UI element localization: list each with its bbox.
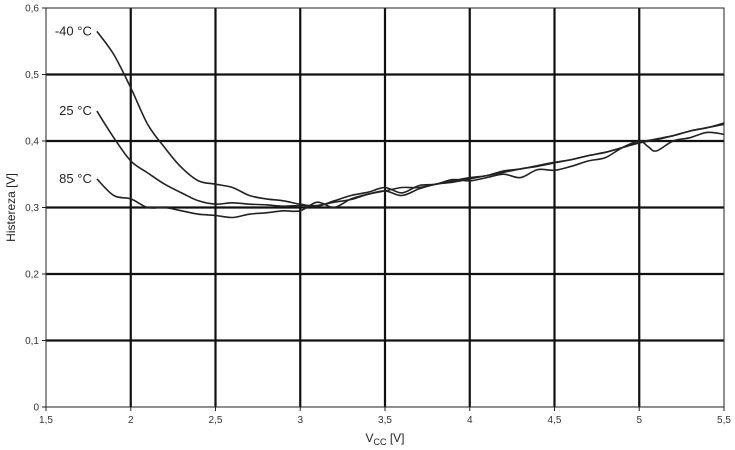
series-label-0: -40 °C: [55, 23, 92, 38]
series-line-0: [96, 30, 725, 208]
x-tick-label: 5,5: [717, 415, 731, 426]
x-tick-label: 4,5: [548, 415, 562, 426]
x-tick-labels: 1,5 2 2,5 3 3,5 4 4,5 5 5,5: [39, 407, 731, 426]
series-label-1: 25 °C: [59, 103, 92, 118]
x-tick-label: 2,5: [209, 415, 223, 426]
x-axis-title: VCC [V]: [365, 431, 404, 447]
y-axis-title: Histereza [V]: [4, 173, 18, 242]
x-tick-label: 3: [297, 415, 303, 426]
x-axis-title-unit: [V]: [387, 431, 405, 445]
x-tick-label: 4: [467, 415, 473, 426]
y-tick-label: 0,4: [25, 137, 39, 148]
series-line-2: [96, 122, 725, 219]
y-tick-label: 0,6: [25, 4, 39, 15]
x-tick-label: 1,5: [39, 415, 53, 426]
x-axis-title-subscript: CC: [374, 437, 387, 447]
x-tick-label: 2: [128, 415, 134, 426]
series-lines: [96, 30, 725, 219]
series-label-2: 85 °C: [59, 171, 92, 186]
y-tick-labels: 0 0,1 0,2 0,3 0,4 0,5 0,6: [25, 4, 46, 414]
y-tick-label: 0,5: [25, 70, 39, 81]
x-tick-label: 3,5: [378, 415, 392, 426]
y-tick-label: 0,1: [25, 336, 39, 347]
y-tick-label: 0,2: [25, 270, 39, 281]
y-tick-label: 0,3: [25, 203, 39, 214]
y-tick-label: 0: [33, 403, 39, 414]
x-tick-label: 5: [636, 415, 642, 426]
series-labels: -40 °C 25 °C 85 °C: [55, 23, 92, 186]
x-axis-title-main: V: [365, 431, 373, 445]
